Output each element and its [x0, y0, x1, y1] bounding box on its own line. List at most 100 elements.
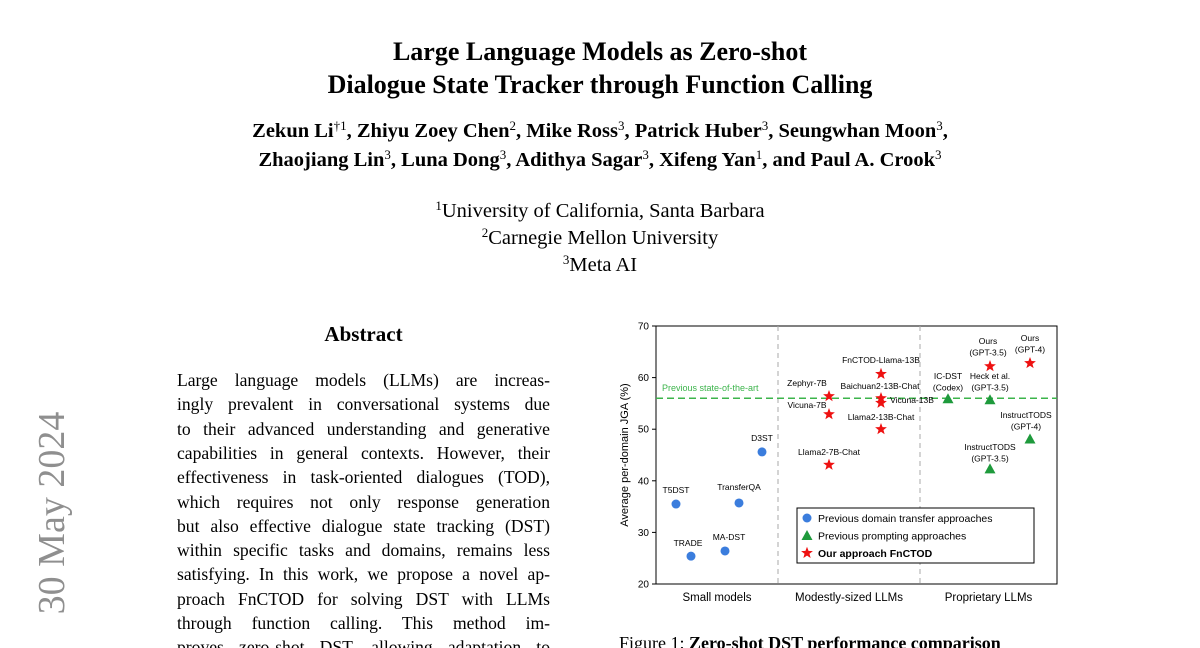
- point-label: Llama2-13B-Chat: [848, 412, 915, 422]
- point-label: InstructTODS: [964, 442, 1016, 452]
- point-label: MA-DST: [713, 532, 746, 542]
- point-label: InstructTODS: [1000, 410, 1052, 420]
- author-affil: 3: [936, 118, 943, 133]
- affiliation: 2Carnegie Mellon University: [0, 226, 1200, 250]
- affiliation-number: 3: [562, 252, 570, 267]
- legend-label: Previous domain transfer approaches: [818, 513, 993, 525]
- plot: 20 30 40 50 60 70 Average per-domain JGA (%) Sm…: [619, 322, 1058, 604]
- author-name: Mike Ross: [526, 120, 618, 142]
- point: [1024, 356, 1036, 369]
- reference-label: Previous state-of-the-art: [662, 383, 759, 393]
- author-sep: ,: [516, 120, 522, 142]
- y-axis-label: Average per-domain JGA (%): [619, 383, 631, 526]
- point-label: Zephyr-7B: [787, 378, 827, 388]
- affiliation: 3Meta AI: [0, 252, 1200, 277]
- y-tick-label: 20: [638, 580, 650, 591]
- point-label: IC-DST: [934, 371, 962, 381]
- author-affil: †1: [333, 118, 347, 133]
- y-tick-label: 50: [638, 425, 650, 436]
- chart: 20 30 40 50 60 70 Average per-domain JGA (%) Sm…: [619, 322, 1058, 604]
- title-line: Large Language Models as Zero-shot: [392, 37, 808, 66]
- plot-frame: [655, 325, 1058, 585]
- point: [823, 408, 835, 420]
- author-name: Paul A. Crook: [810, 149, 936, 171]
- legend-marker: [802, 513, 812, 523]
- y-tick-label: 30: [638, 528, 650, 539]
- point: [984, 360, 996, 372]
- point: [942, 393, 954, 404]
- point: [875, 367, 887, 379]
- point: [823, 389, 835, 402]
- author-name: Patrick Huber: [634, 120, 762, 142]
- author-affil: 3: [935, 147, 942, 162]
- abstract-line: ingly prevalent in conversational system…: [177, 394, 550, 415]
- author-line: Zhaojiang Lin3, Luna Dong3, Adithya Saga…: [0, 147, 1200, 172]
- author-affil: 3: [617, 118, 625, 133]
- point-label: (GPT-3.5): [971, 383, 1008, 393]
- figure-caption: Figure 1: Zero-shot DST performance comp…: [619, 633, 1001, 648]
- title-line: Dialogue State Tracker through Function …: [327, 70, 873, 99]
- author-sep: ,: [648, 149, 654, 171]
- point: [1024, 433, 1036, 444]
- point-label: (GPT-4): [1011, 422, 1041, 432]
- figure-caption-text: Zero-shot DST performance comparison: [689, 633, 1001, 648]
- point-label: T5DST: [663, 485, 690, 495]
- point: [720, 546, 730, 556]
- x-category-label: Small models: [682, 592, 751, 604]
- author-sep: ,: [390, 149, 397, 171]
- abstract-line: within specific tasks and domains, remai…: [177, 540, 550, 561]
- point: [757, 447, 767, 457]
- point: [875, 423, 887, 435]
- point-label: (GPT-3.5): [971, 454, 1008, 464]
- arxiv-stamp: 30 May 2024: [31, 411, 73, 615]
- point: [875, 396, 887, 408]
- abstract-line: capabilities in general contexts. Howeve…: [177, 442, 550, 463]
- point-label: (Codex): [933, 383, 963, 393]
- author-name: Xifeng Yan: [659, 149, 756, 171]
- point-label: TRADE: [674, 538, 703, 548]
- legend-label: Previous prompting approaches: [818, 531, 966, 543]
- y-tick-label: 60: [638, 373, 650, 384]
- author-sep: ,: [506, 149, 512, 171]
- author-sep: ,: [624, 120, 630, 142]
- author-name: Zhiyu Zoey Chen: [356, 120, 510, 142]
- point-label: Baichuan2-13B-Chat: [841, 381, 921, 391]
- author-affil: 3: [384, 147, 391, 162]
- point-label: FnCTOD-Llama-13B: [842, 355, 920, 365]
- legend-label: Our approach FnCTOD: [818, 548, 933, 560]
- author-sep: ,: [942, 120, 948, 142]
- abstract-line: to their advanced understanding and gene…: [177, 418, 550, 439]
- abstract-line: effectiveness in task-oriented dialogues…: [177, 467, 550, 488]
- point-label: Ours: [979, 336, 997, 346]
- author-affil: 3: [642, 147, 649, 162]
- author-line: Zekun Li†1, Zhiyu Zoey Chen2, Mike Ross3…: [0, 118, 1200, 143]
- point-label: Vicuna-7B: [787, 400, 826, 410]
- point-label: D3ST: [751, 433, 773, 443]
- author-affil: 3: [499, 147, 507, 162]
- abstract-line: through function calling. This method im…: [177, 613, 550, 633]
- point-label: TransferQA: [717, 482, 761, 492]
- point-label: (GPT-4): [1015, 345, 1045, 355]
- x-category-label: Proprietary LLMs: [945, 592, 1033, 604]
- abstract-line: Large language models (LLMs) are increas…: [177, 370, 550, 390]
- point-label: Llama2-7B-Chat: [798, 447, 861, 457]
- author-name: Zekun Li: [252, 120, 334, 142]
- author-name: Zhaojiang Lin: [258, 149, 385, 171]
- point: [984, 394, 996, 405]
- affiliation-name: University of California, Santa Barbara: [441, 200, 765, 222]
- author-affil: 1: [755, 147, 763, 162]
- abstract-line: which requires not only response generat…: [177, 491, 550, 512]
- point-label: Heck et al.: [970, 371, 1010, 381]
- abstract-line: but also effective dialogue state tracki…: [177, 515, 550, 536]
- point-label: Vicuna-13B: [890, 395, 934, 405]
- point: [686, 551, 696, 561]
- legend-marker: [801, 546, 813, 559]
- author-affil: 3: [761, 118, 769, 133]
- point: [671, 499, 681, 509]
- author-affil: 2: [509, 118, 517, 133]
- affiliation-number: 1: [435, 198, 442, 213]
- affiliation-name: Carnegie Mellon University: [488, 227, 719, 249]
- y-tick-label: 40: [638, 476, 650, 487]
- affiliation: 1University of California, Santa Barbara: [0, 198, 1200, 223]
- abstract-heading: Abstract: [324, 322, 403, 346]
